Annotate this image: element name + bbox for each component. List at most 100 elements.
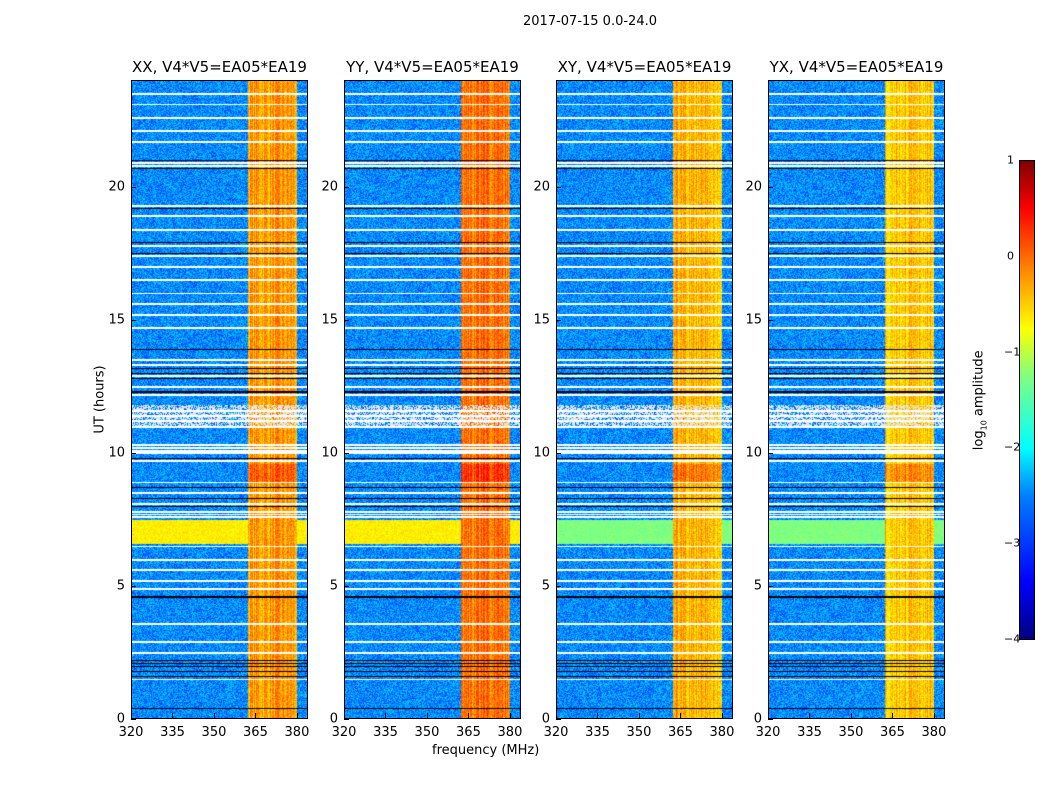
x-tick	[213, 713, 215, 718]
y-tick	[344, 452, 349, 454]
x-tick-label: 335	[585, 725, 610, 740]
y-tick	[344, 719, 349, 720]
x-tick-label: 335	[797, 725, 822, 740]
x-tick	[933, 713, 935, 718]
x-tick-label: 380	[921, 725, 947, 740]
x-tick-label: 320	[755, 725, 781, 740]
x-tick-label: 365	[243, 725, 268, 740]
x-tick-label: 320	[543, 725, 569, 740]
panel-title: XY, V4*V5=EA05*EA19	[557, 58, 732, 76]
x-tick	[768, 713, 769, 718]
y-tick	[344, 319, 349, 321]
colorbar-tick-label: −1	[1004, 345, 1021, 359]
x-tick-label: 380	[497, 725, 523, 740]
x-tick	[680, 713, 682, 718]
x-tick	[597, 713, 599, 718]
colorbar-tick-label: 0	[1007, 249, 1014, 263]
x-tick-label: 380	[709, 725, 735, 740]
x-tick-label: 320	[118, 725, 144, 740]
x-tick	[809, 713, 811, 718]
x-tick	[344, 713, 345, 718]
y-tick-label: 5	[329, 578, 338, 594]
x-tick-label: 335	[373, 725, 398, 740]
y-tick	[131, 585, 136, 587]
x-tick	[296, 713, 298, 718]
y-tick	[768, 719, 773, 720]
x-tick-label: 365	[668, 725, 693, 740]
panel-title: XX, V4*V5=EA05*EA19	[132, 58, 307, 76]
y-tick-label: 10	[745, 445, 762, 461]
x-tick	[509, 713, 511, 718]
colorbar-tick-label: 1	[1007, 153, 1014, 167]
x-tick-label: 350	[414, 725, 440, 740]
x-axis-label: frequency (MHz)	[432, 743, 540, 758]
heatmap-image	[344, 80, 521, 719]
spectrogram-panel-4: YX, V4*V5=EA05*EA19 320 335 350 365 380 0 5 10 15…	[745, 58, 946, 740]
spectrogram-panel-3: XY, V4*V5=EA05*EA19 320 335 350 365 380 0 5 10 15…	[533, 58, 734, 740]
spectrogram-panel-2: YY, V4*V5=EA05*EA19 320 335 350 365 380 0 5 10 15…	[321, 58, 522, 740]
y-tick	[556, 585, 561, 587]
x-tick	[255, 713, 257, 718]
x-tick-label: 335	[160, 725, 185, 740]
y-tick-label: 20	[533, 179, 550, 194]
colorbar-tick-label: −3	[1004, 536, 1021, 550]
y-tick-label: 15	[321, 312, 338, 328]
y-tick	[556, 452, 561, 454]
colorbar-tick-label: −2	[1004, 440, 1021, 454]
y-tick	[556, 319, 561, 321]
y-tick-label: 0	[753, 711, 762, 727]
x-tick	[892, 713, 894, 718]
y-tick	[556, 719, 561, 720]
x-tick	[850, 713, 852, 718]
figure-title: 2017-07-15 0.0-24.0	[523, 14, 657, 29]
y-tick-label: 0	[116, 711, 125, 727]
x-tick	[556, 713, 557, 718]
x-tick	[721, 713, 723, 718]
x-tick	[385, 713, 387, 718]
y-tick-label: 5	[753, 578, 762, 594]
y-tick-label: 0	[329, 711, 338, 727]
panel-title: YX, V4*V5=EA05*EA19	[769, 58, 944, 76]
colorbar	[1019, 160, 1035, 640]
y-tick	[131, 719, 136, 720]
y-tick-label: 10	[533, 445, 550, 461]
y-tick-label: 15	[108, 312, 125, 328]
panel-title: YY, V4*V5=EA05*EA19	[346, 58, 519, 76]
x-tick-label: 350	[838, 725, 864, 740]
y-tick	[556, 186, 561, 188]
heatmap-image	[556, 80, 733, 719]
y-tick-label: 15	[745, 312, 762, 328]
y-tick-label: 5	[116, 578, 125, 594]
y-tick	[344, 585, 349, 587]
spectrogram-panel-1: XX, V4*V5=EA05*EA19 320 335 350 365 380 0 5 10 15…	[108, 58, 309, 740]
y-tick	[131, 186, 136, 188]
colorbar-tick-label: −4	[1004, 632, 1021, 646]
heatmap-image	[131, 80, 308, 719]
y-tick-label: 15	[533, 312, 550, 328]
y-tick-label: 0	[541, 711, 550, 727]
y-tick-label: 20	[108, 179, 125, 194]
heatmap-image	[768, 80, 945, 719]
y-tick	[131, 319, 136, 321]
y-tick	[768, 585, 773, 587]
x-tick	[426, 713, 428, 718]
x-tick-label: 365	[880, 725, 905, 740]
x-tick	[172, 713, 174, 718]
y-tick-label: 10	[108, 445, 125, 461]
y-tick-label: 20	[745, 179, 762, 194]
x-tick-label: 320	[331, 725, 357, 740]
y-tick	[768, 186, 773, 188]
y-axis-label: UT (hours)	[92, 365, 108, 434]
y-tick-label: 10	[321, 445, 338, 461]
y-tick	[344, 186, 349, 188]
x-tick	[638, 713, 640, 718]
y-tick-label: 20	[321, 179, 338, 194]
colorbar-label: log10 amplitude	[971, 350, 989, 451]
y-tick	[768, 452, 773, 454]
x-tick-label: 350	[626, 725, 652, 740]
x-tick-label: 365	[456, 725, 481, 740]
y-tick	[131, 452, 136, 454]
y-tick	[768, 319, 773, 321]
x-tick-label: 350	[201, 725, 227, 740]
